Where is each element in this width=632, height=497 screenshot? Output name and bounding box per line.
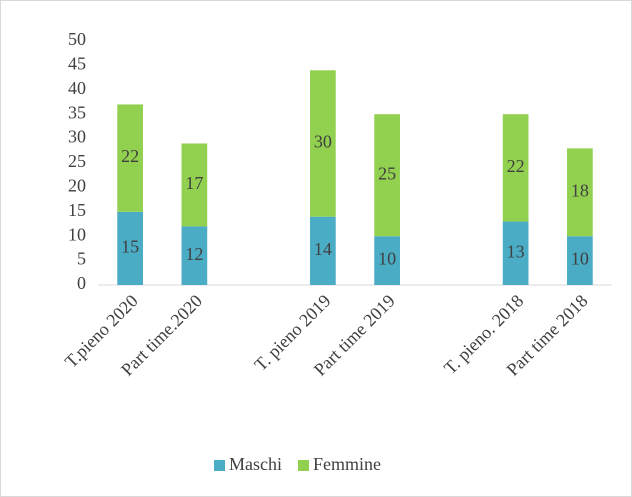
y-tick-label: 45 xyxy=(68,54,86,74)
y-tick-label: 20 xyxy=(68,176,86,196)
bar-segment xyxy=(181,143,208,227)
data-label: 12 xyxy=(185,244,203,264)
y-tick-label: 30 xyxy=(68,127,86,147)
bar-segment xyxy=(117,104,143,212)
y-tick-label: 0 xyxy=(77,273,86,293)
y-tick-label: 15 xyxy=(68,200,86,220)
data-label: 25 xyxy=(378,163,396,183)
bar-segment xyxy=(502,221,529,285)
legend-swatch xyxy=(298,460,309,471)
bar-segment xyxy=(502,114,529,222)
data-label: 17 xyxy=(185,173,203,193)
y-tick-label: 10 xyxy=(68,224,86,244)
bar-segment xyxy=(374,114,400,237)
y-tick-label: 40 xyxy=(68,78,86,98)
bar-segment xyxy=(310,216,336,285)
y-tick-label: 5 xyxy=(77,249,86,269)
legend-label: Femmine xyxy=(313,454,381,474)
y-tick-label: 35 xyxy=(68,102,86,122)
data-label: 18 xyxy=(571,180,589,200)
bar-segment xyxy=(567,148,593,237)
legend-label: Maschi xyxy=(229,454,282,474)
bar-segment xyxy=(117,211,143,285)
data-label: 15 xyxy=(121,237,139,257)
y-tick-label: 25 xyxy=(68,151,86,171)
data-label: 22 xyxy=(507,156,525,176)
bar-segment xyxy=(567,236,593,285)
data-label: 13 xyxy=(507,241,525,261)
bar-segment xyxy=(181,226,208,285)
data-label: 22 xyxy=(121,146,139,166)
legend-swatch xyxy=(214,460,225,471)
data-label: 10 xyxy=(571,249,589,269)
data-label: 14 xyxy=(314,239,332,259)
y-tick-label: 50 xyxy=(68,29,86,49)
bar-segment xyxy=(374,236,400,285)
bar-segment xyxy=(310,70,336,217)
data-label: 10 xyxy=(378,249,396,269)
data-label: 30 xyxy=(314,132,332,152)
